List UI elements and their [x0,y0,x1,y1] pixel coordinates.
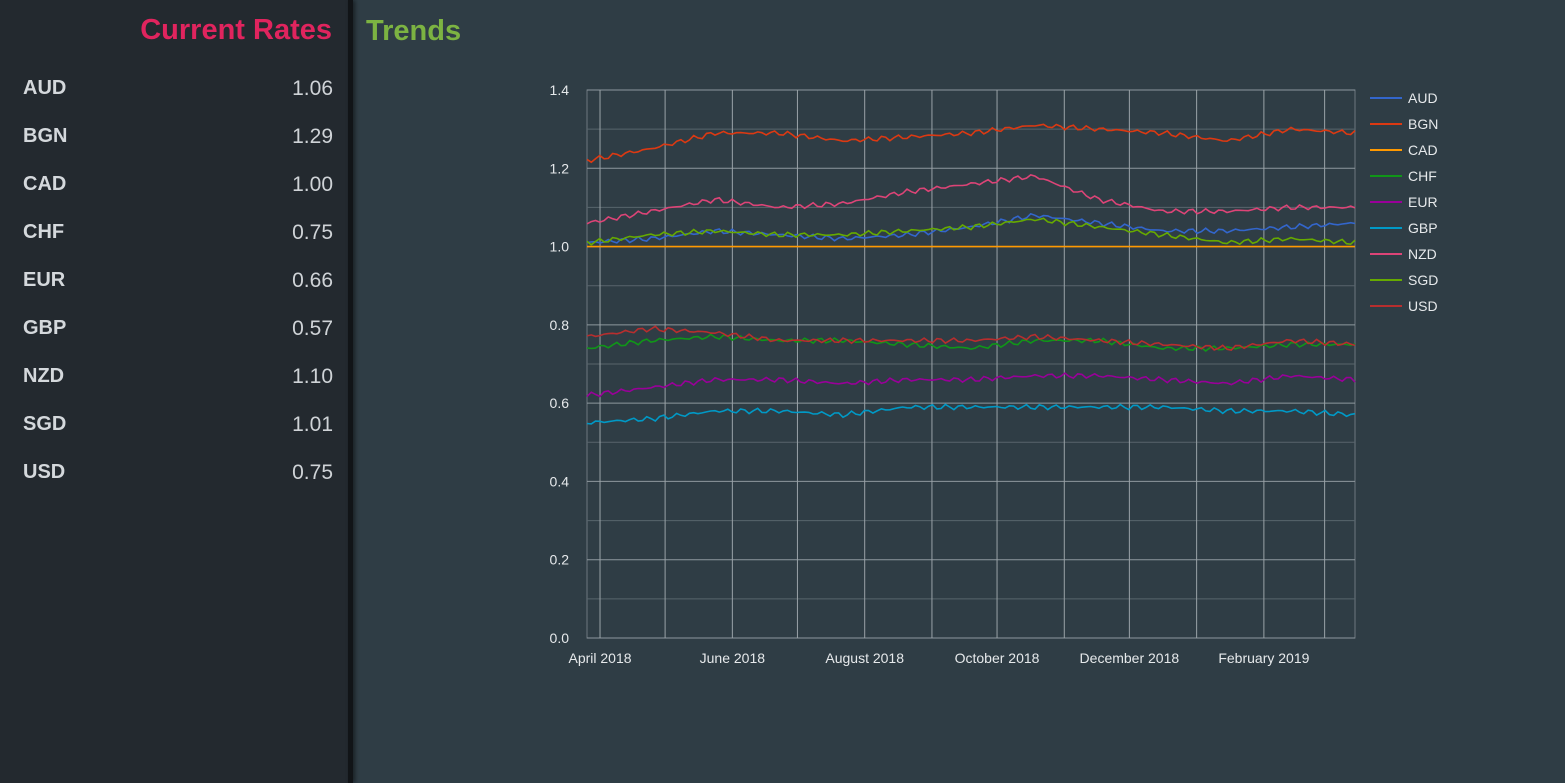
rate-code: CHF [23,221,65,243]
legend-label: CAD [1408,142,1438,158]
y-tick-label: 1.2 [550,160,570,176]
rate-value: 0.75 [292,461,333,484]
series-line-eur [586,372,1356,398]
rate-value: 1.10 [292,365,333,388]
trends-title: Trends [366,15,462,47]
rate-value: 0.75 [292,221,333,244]
rate-code: CAD [23,173,67,195]
rate-row-nzd: NZD 1.10 [23,365,333,395]
rate-row-chf: CHF 0.75 [23,221,333,251]
rate-code: EUR [23,269,66,291]
y-tick-label: 0.6 [550,395,570,411]
x-tick-label: October 2018 [955,650,1040,666]
rate-row-gbp: GBP 0.57 [23,317,333,347]
legend-label: GBP [1408,220,1438,236]
x-tick-label: December 2018 [1080,650,1180,666]
legend-label: EUR [1408,194,1438,210]
series-line-bgn [586,123,1356,164]
x-tick-label: April 2018 [568,650,631,666]
rate-row-bgn: BGN 1.29 [23,125,333,155]
legend-label: BGN [1408,116,1438,132]
rate-row-usd: USD 0.75 [23,461,333,491]
rate-code: GBP [23,317,67,339]
series-line-aud [586,212,1356,244]
legend-label: CHF [1408,168,1437,184]
rate-code: USD [23,461,66,483]
rate-code: NZD [23,365,65,387]
rate-value: 0.66 [292,269,333,292]
rate-code: SGD [23,413,67,435]
rate-row-cad: CAD 1.00 [23,173,333,203]
rate-value: 0.57 [292,317,333,340]
x-tick-label: August 2018 [825,650,904,666]
rate-row-aud: AUD 1.06 [23,77,333,107]
rate-value: 1.29 [292,125,333,148]
series-line-usd [586,325,1356,351]
rate-row-sgd: SGD 1.01 [23,413,333,443]
y-tick-label: 1.0 [550,239,570,255]
y-tick-label: 0.4 [550,473,570,489]
current-rates-panel: Current Rates AUD 1.06 BGN 1.29 CAD 1.00… [0,0,348,783]
legend-label: SGD [1408,272,1438,288]
y-tick-label: 0.8 [550,317,570,333]
series-line-chf [586,333,1356,353]
rate-row-eur: EUR 0.66 [23,269,333,299]
rate-code: AUD [23,77,67,99]
legend-label: AUD [1408,90,1438,106]
x-tick-label: June 2018 [700,650,766,666]
y-tick-label: 1.4 [550,82,570,98]
x-tick-label: February 2019 [1218,650,1309,666]
current-rates-title: Current Rates [140,14,332,46]
rate-value: 1.01 [292,413,333,436]
legend-label: USD [1408,298,1438,314]
rate-code: BGN [23,125,68,147]
series-line-gbp [586,403,1356,425]
series-line-sgd [586,217,1356,246]
panel-divider[interactable] [348,0,353,783]
legend-label: NZD [1408,246,1437,262]
rate-value: 1.06 [292,77,333,100]
rate-value: 1.00 [292,173,333,196]
y-tick-label: 0.0 [550,630,570,646]
y-tick-label: 0.2 [550,552,570,568]
series-line-nzd [586,174,1356,225]
